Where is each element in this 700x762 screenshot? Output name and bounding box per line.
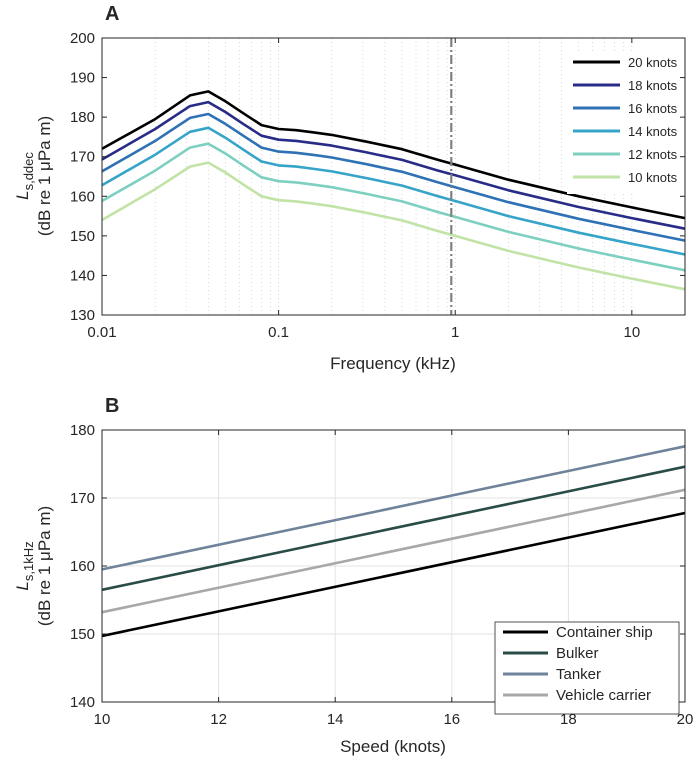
y-tick-labels-a: 130 140 150 160 170 180 190 200 (70, 30, 95, 324)
legend-label: 10 knots (628, 170, 678, 185)
y-label-subscript-b: s,1kHz (21, 541, 36, 581)
y-tick-label: 160 (70, 188, 95, 205)
legend-box (494, 621, 680, 715)
series-line (101, 465, 686, 592)
x-axis-label-a: Frequency (kHz) (330, 354, 456, 373)
x-tick-label: 0.01 (87, 324, 116, 341)
series-line (101, 100, 686, 230)
y-tick-label: 160 (70, 558, 95, 575)
x-tick-label: 14 (327, 711, 344, 728)
y-axis-symbol-b: Ls,1kHz (13, 541, 36, 590)
x-tick-label: 0.1 (268, 324, 289, 341)
panel-label-a: A (105, 3, 119, 25)
x-tick-label: 10 (94, 711, 111, 728)
x-axis-label-b: Speed (knots) (340, 737, 446, 756)
x-tick-labels-a: 0.01 0.1 1 10 (87, 324, 640, 341)
legend-a: 20 knots 18 knots 16 knots 14 knots 12 knots… (567, 54, 679, 194)
panel-b: B 10 12 14 16 18 20 140 150 160 170 180 Speed (kn… (13, 395, 693, 756)
legend-label: 20 knots (628, 55, 678, 70)
series-line (101, 90, 686, 220)
x-tick-labels-b: 10 12 14 16 18 20 (94, 711, 694, 728)
legend-background (567, 54, 679, 194)
y-axis-label-a: Ls,ddec (dB re 1 μPa m) (13, 116, 54, 236)
series-line (101, 126, 686, 256)
y-tick-label: 140 (70, 694, 95, 711)
y-tick-label: 170 (70, 149, 95, 166)
x-tick-label: 20 (677, 711, 694, 728)
y-tick-label: 190 (70, 70, 95, 87)
series-line (101, 511, 686, 638)
legend-label: 18 knots (628, 78, 678, 93)
series-line (101, 112, 686, 242)
series-line (101, 488, 686, 614)
y-axis-symbol-a: Ls,ddec (13, 152, 36, 200)
legend-label: 16 knots (628, 101, 678, 116)
legend-label: Container ship (556, 624, 653, 641)
y-axis-units-b: (dB re 1 μPa m) (35, 506, 54, 626)
series-line (101, 161, 686, 291)
x-tick-label: 16 (443, 711, 460, 728)
ticks-b (101, 429, 686, 703)
y-label-symbol-b: L (13, 581, 32, 590)
series-group-b (101, 445, 686, 638)
y-axis-label-b: Ls,1kHz (dB re 1 μPa m) (13, 506, 54, 626)
y-tick-label: 130 (70, 307, 95, 324)
x-tick-label: 10 (623, 324, 640, 341)
y-label-subscript-a: s,ddec (21, 152, 36, 191)
series-line (101, 142, 686, 272)
legend-label: 14 knots (628, 124, 678, 139)
series-group-a (101, 90, 686, 291)
x-tick-label: 12 (210, 711, 227, 728)
legend-b: Container ship Bulker Tanker Vehicle carrie… (494, 621, 680, 715)
legend-label: Bulker (556, 645, 599, 662)
y-tick-label: 150 (70, 228, 95, 245)
series-line (101, 445, 686, 571)
y-label-symbol-a: L (13, 190, 32, 199)
y-tick-label: 150 (70, 626, 95, 643)
panel-a: A 0.01 0.1 1 10 130 140 150 160 170 180 190 200 Fr… (13, 3, 686, 373)
axes-box-a (101, 37, 686, 316)
y-tick-label: 180 (70, 109, 95, 126)
legend-label: Vehicle carrier (556, 687, 651, 704)
panel-label-b: B (105, 395, 119, 417)
y-tick-label: 180 (70, 422, 95, 439)
y-tick-label: 140 (70, 267, 95, 284)
y-tick-label: 200 (70, 30, 95, 47)
y-tick-label: 170 (70, 490, 95, 507)
ticks-a (101, 37, 685, 316)
x-tick-label: 18 (560, 711, 577, 728)
x-tick-label: 1 (451, 324, 459, 341)
y-tick-labels-b: 140 150 160 170 180 (70, 422, 95, 711)
legend-label: 12 knots (628, 147, 678, 162)
legend-label: Tanker (556, 666, 601, 683)
y-axis-units-a: (dB re 1 μPa m) (35, 116, 54, 236)
